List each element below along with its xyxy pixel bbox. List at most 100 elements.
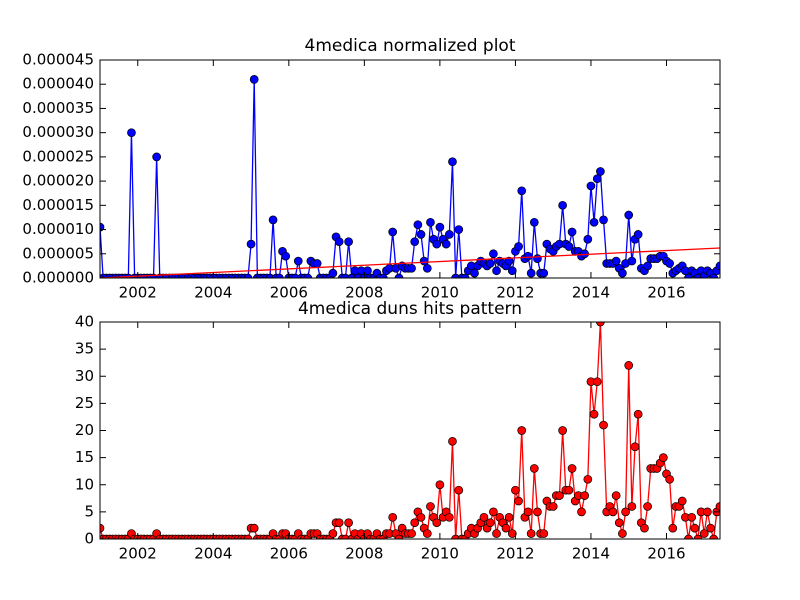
point [394,534,404,539]
point [526,268,536,278]
point [684,534,693,539]
point [485,259,495,268]
point [633,409,643,419]
point [249,523,259,533]
point [533,254,542,263]
point [687,512,697,522]
point [293,256,303,266]
y-tick-label: 20 [75,421,94,439]
point [523,251,533,261]
point [451,273,460,278]
point [596,167,605,176]
x-tick-label: 2006 [270,545,308,563]
point [344,518,353,528]
axes-frame [99,59,721,279]
point [514,242,523,251]
point [407,529,416,538]
point [614,518,624,528]
point [448,157,457,167]
point [611,491,621,500]
point [378,273,388,278]
point [523,507,533,517]
point [489,249,498,259]
point [416,230,426,239]
point [599,420,608,430]
y-tick-label: 0.000030 [22,123,94,141]
point [706,523,715,533]
point [413,220,423,230]
point [394,273,404,278]
point [492,529,501,538]
x-tick-label: 2002 [119,284,157,302]
point [643,261,652,271]
point [589,217,599,227]
point [514,496,523,506]
point [589,409,599,419]
point [281,251,291,261]
point [422,529,432,538]
point [633,230,643,239]
point [426,217,435,227]
point [586,181,596,191]
point [567,227,577,237]
point [715,261,720,271]
point [608,507,618,517]
point [243,534,253,539]
point [580,491,589,500]
x-tick-label: 2010 [421,545,459,563]
point [422,263,432,273]
point [621,507,630,517]
y-tick-label: 0.000020 [22,172,94,190]
y-tick-label: 0.000000 [22,269,94,287]
point [564,485,574,495]
point [684,273,693,278]
point [444,512,454,522]
point [334,237,344,247]
point [312,259,322,268]
point [526,529,536,538]
point [564,242,574,251]
point [328,529,338,538]
x-tick-label: 2008 [345,284,383,302]
point [290,273,300,278]
point [627,502,637,511]
y-tick-label: 30 [75,367,94,385]
y-tick-label: 0.000015 [22,196,94,214]
chart-title: 4medica duns hits pattern [298,299,522,319]
point [441,239,451,249]
point [454,225,464,234]
x-tick-label: 2012 [496,545,534,563]
point [426,502,435,511]
point [529,464,539,473]
point [152,152,161,162]
point [432,518,442,528]
point [592,174,602,184]
point [303,273,313,278]
plot-area [100,75,720,278]
point [454,485,464,495]
point [690,523,700,533]
point [341,273,350,278]
y-tick-label: 15 [75,448,94,466]
point [618,529,627,538]
point [659,453,668,462]
point [489,507,498,517]
point [100,523,105,533]
point [451,534,460,539]
series-line [100,322,720,539]
point [410,518,420,528]
point [344,237,353,247]
point [539,268,549,278]
x-tick-label: 2006 [270,284,308,302]
x-tick-label: 2008 [345,545,383,563]
x-tick-label: 2004 [194,284,232,302]
point [699,529,709,538]
point [328,268,338,278]
point [709,273,719,278]
point [249,75,259,84]
point [533,507,542,517]
point [665,474,674,484]
point [548,502,558,511]
point [407,263,416,273]
